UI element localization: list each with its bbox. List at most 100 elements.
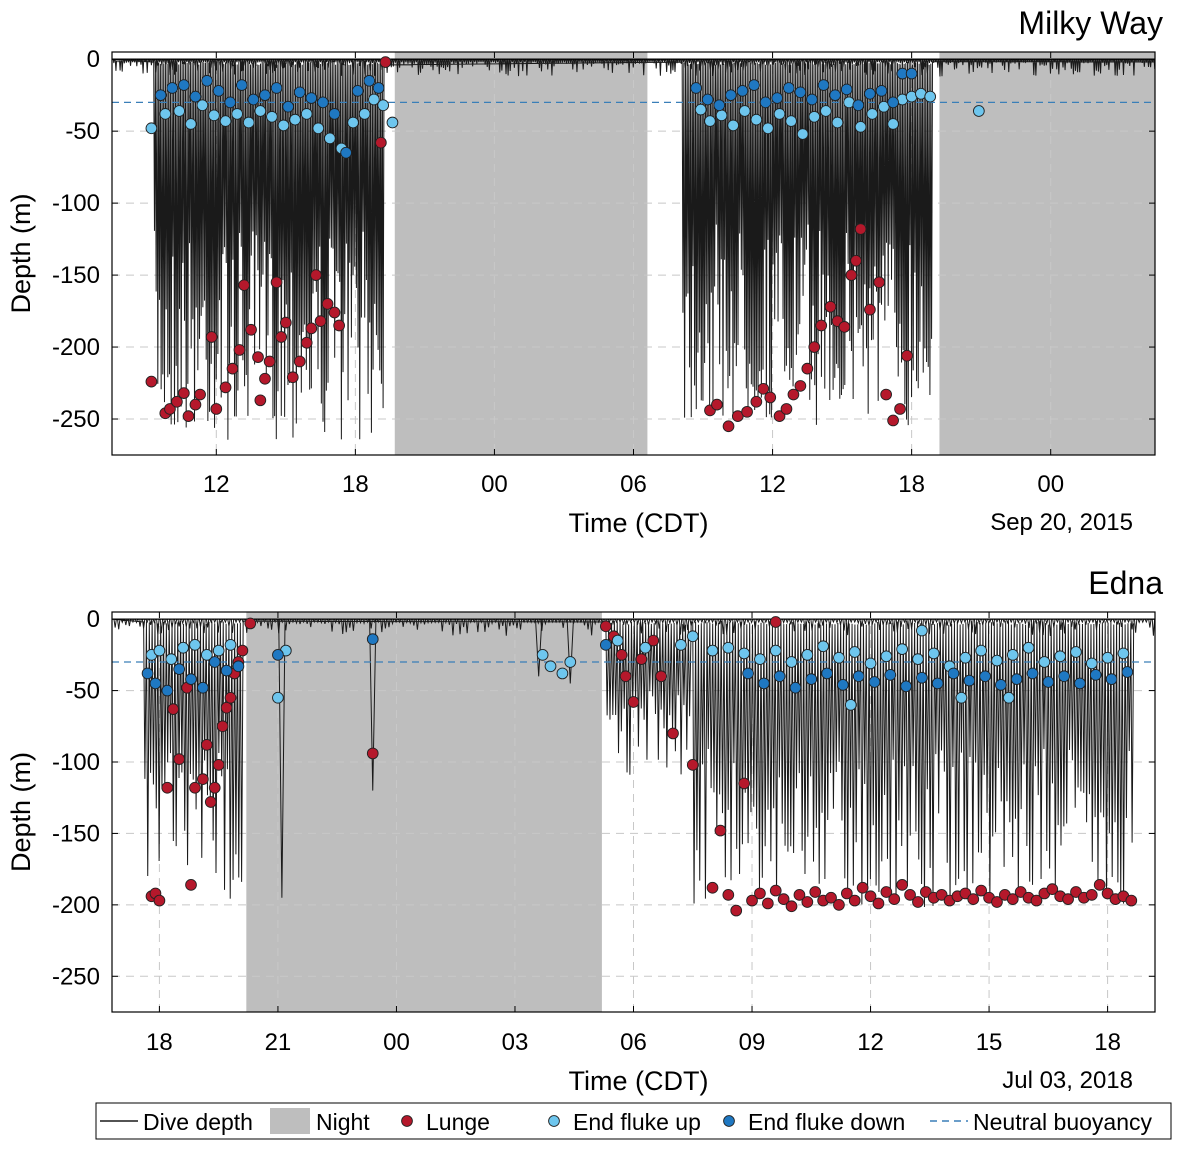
lunge-point — [887, 414, 899, 427]
legend: Dive depth Night Lunge End fluke up End fluk… — [95, 1102, 1172, 1140]
fluke-down-point — [224, 96, 237, 109]
fluke-down-point — [736, 85, 749, 97]
lunge-point — [1014, 886, 1027, 898]
x-tick-label: 06 — [620, 1029, 647, 1056]
fluke-up-point — [801, 649, 814, 661]
lunge-point — [722, 420, 735, 433]
lunge-point — [200, 739, 213, 751]
fluke-up-point — [231, 108, 244, 120]
lunge-point — [838, 321, 851, 333]
lunge-point — [208, 781, 221, 794]
lunge-point — [167, 703, 180, 715]
lunge-point — [722, 889, 735, 901]
lunge-point — [293, 355, 306, 368]
fluke-up-point — [173, 105, 186, 117]
fluke-up-point — [912, 653, 924, 665]
fluke-down-point — [884, 669, 897, 681]
lunge-point — [216, 720, 229, 733]
fluke-down-point — [189, 90, 202, 103]
single-dive — [535, 619, 543, 677]
lunge-point — [787, 388, 800, 401]
fluke-down-point — [220, 664, 233, 677]
fluke-down-point — [995, 679, 1007, 691]
legend-label: Night — [316, 1109, 370, 1135]
fluke-down-point — [1105, 673, 1118, 685]
fluke-up-point — [796, 128, 809, 140]
fluke-up-point — [754, 653, 766, 665]
fluke-down-point — [916, 671, 928, 684]
lunge-point — [279, 316, 292, 329]
fluke-up-point — [564, 656, 577, 668]
fluke-down-point — [887, 96, 899, 109]
lunge-point — [270, 276, 283, 289]
fluke-up-point — [706, 644, 719, 657]
lunge-point — [686, 759, 699, 771]
x-tick-label: 15 — [976, 1029, 1003, 1056]
chart-panel-milky-way: 12 18 00 06 12 18 000-50-100-150-200-250Milky … — [6, 5, 1163, 538]
lunge-point — [750, 395, 763, 408]
fluke-up-point — [1022, 641, 1035, 654]
fluke-down-point — [1121, 666, 1134, 678]
fluke-up-point — [377, 99, 390, 112]
fluke-down-point — [805, 673, 818, 685]
lunge-point — [706, 881, 719, 894]
fluke-down-point — [149, 677, 162, 690]
lunge-point — [366, 747, 379, 760]
lunge-point — [815, 319, 828, 332]
x-axis-label: Time (CDT) — [569, 1066, 709, 1096]
y-tick-label: -150 — [52, 820, 100, 847]
fluke-up-point — [556, 667, 569, 680]
lunge-point — [275, 331, 288, 343]
legend-label: Dive depth — [143, 1109, 253, 1135]
night-band — [246, 612, 602, 1012]
fluke-up-point — [312, 122, 325, 135]
fluke-up-point — [212, 644, 225, 657]
lunge-point — [757, 382, 770, 395]
fluke-up-point — [972, 105, 985, 117]
fluke-up-point — [722, 641, 735, 654]
fluke-up-point — [224, 639, 237, 651]
legend-swatch-lunge — [401, 1115, 413, 1127]
lunge-point — [780, 403, 793, 415]
fluke-down-point — [837, 679, 849, 691]
fluke-up-point — [887, 118, 899, 130]
single-dive — [566, 619, 574, 684]
lunge-point — [741, 405, 753, 418]
lunge-point — [769, 616, 782, 628]
fluke-up-point — [880, 650, 893, 663]
lunge-point — [212, 759, 225, 771]
lunge-point — [145, 375, 158, 388]
fluke-down-point — [817, 79, 830, 91]
lunge-point — [1070, 886, 1082, 898]
fluke-up-point — [208, 109, 220, 122]
lunge-point — [1125, 894, 1138, 907]
lunge-point — [210, 403, 223, 415]
legend-label: Lunge — [426, 1109, 490, 1135]
lunge-point — [825, 891, 837, 904]
lunge-point — [991, 896, 1003, 908]
lunge-point — [153, 894, 166, 907]
night-band — [394, 52, 648, 455]
date-label: Jul 03, 2018 — [1002, 1067, 1133, 1094]
y-tick-label: -250 — [52, 963, 100, 990]
lunge-point — [197, 773, 209, 785]
lunge-point — [305, 322, 318, 335]
fluke-down-point — [789, 681, 802, 694]
lunge-point — [959, 887, 972, 900]
lunge-point — [667, 727, 679, 740]
fluke-down-point — [235, 79, 248, 91]
y-axis-label: Depth (m) — [6, 752, 36, 872]
lunge-point — [809, 886, 822, 898]
fluke-down-point — [1089, 669, 1102, 681]
fluke-down-point — [173, 663, 186, 675]
fluke-down-point — [840, 83, 853, 96]
fluke-up-point — [864, 657, 877, 670]
fluke-up-point — [289, 113, 301, 126]
legend-swatch-night — [270, 1108, 310, 1134]
lunge-point — [185, 879, 197, 891]
chart-title: Edna — [1088, 565, 1163, 601]
fluke-up-point — [368, 93, 380, 106]
fluke-up-point — [844, 699, 857, 711]
fluke-down-point — [759, 96, 772, 109]
